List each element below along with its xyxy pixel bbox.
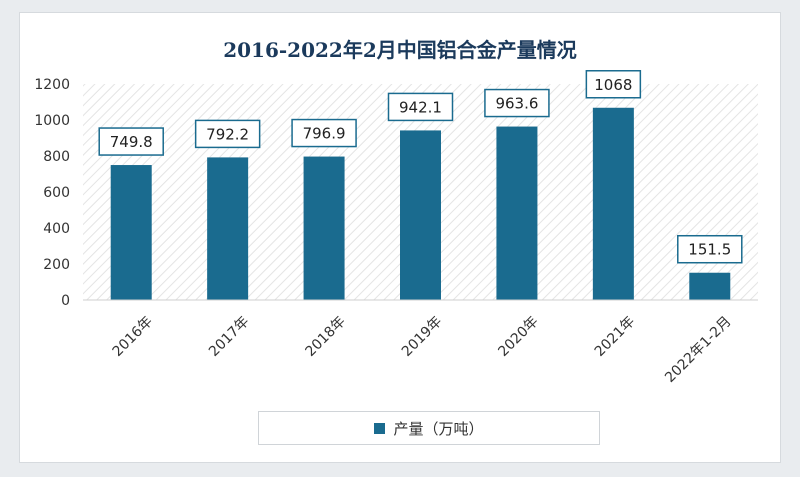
y-tick-label: 1200 [34,77,70,93]
y-tick-label: 800 [43,149,70,165]
data-label: 151.5 [688,241,731,259]
data-label-box [194,119,261,149]
bar [207,157,249,300]
data-label: 1068 [594,76,632,94]
data-label: 749.8 [110,133,153,151]
bar [400,130,441,300]
bar [303,156,345,300]
x-tick-label: 2021年 [592,314,638,360]
y-tick-label: 0 [61,293,70,309]
y-tick-label: 400 [43,221,70,237]
y-tick-label: 1000 [34,113,70,129]
chart-title: 2016-2022年2月中国铝合金产量情况 [223,38,577,62]
data-label: 942.1 [399,98,442,116]
x-tick-label: 2018年 [302,314,348,360]
x-tick-label: 2022年1-2月 [662,314,734,386]
data-label-box [484,88,550,118]
x-tick-label: 2016年 [110,314,156,360]
x-axis: 2016年 2017年 2018年 2019年 2020年 2021年 2022年1-2月 [110,314,735,386]
x-tick-label: 2019年 [399,314,445,360]
bar [496,126,538,300]
x-tick-label: 2017年 [206,314,252,360]
bars [110,107,731,300]
bar [110,165,152,300]
bar [592,107,634,300]
legend: 产量（万吨） [258,411,600,445]
y-tick-label: 200 [43,257,70,273]
data-label-box [585,70,642,99]
data-label-box [677,234,743,264]
y-tick-label: 600 [43,185,70,201]
data-label: 796.9 [303,125,346,143]
data-label-box [291,118,357,148]
x-tick-label: 2020年 [495,314,541,360]
data-labels: 749.8 792.2 796.9 942.1 963.6 1068 151.5 [98,70,743,264]
data-label: 963.6 [495,95,538,113]
data-label-box [387,92,454,122]
legend-swatch [374,422,386,434]
data-label: 792.2 [206,125,249,143]
bar [689,272,731,300]
y-axis: 0 200 400 600 800 1000 1200 [34,77,70,309]
legend-label: 产量（万吨） [393,419,484,438]
data-label-box [98,127,164,156]
